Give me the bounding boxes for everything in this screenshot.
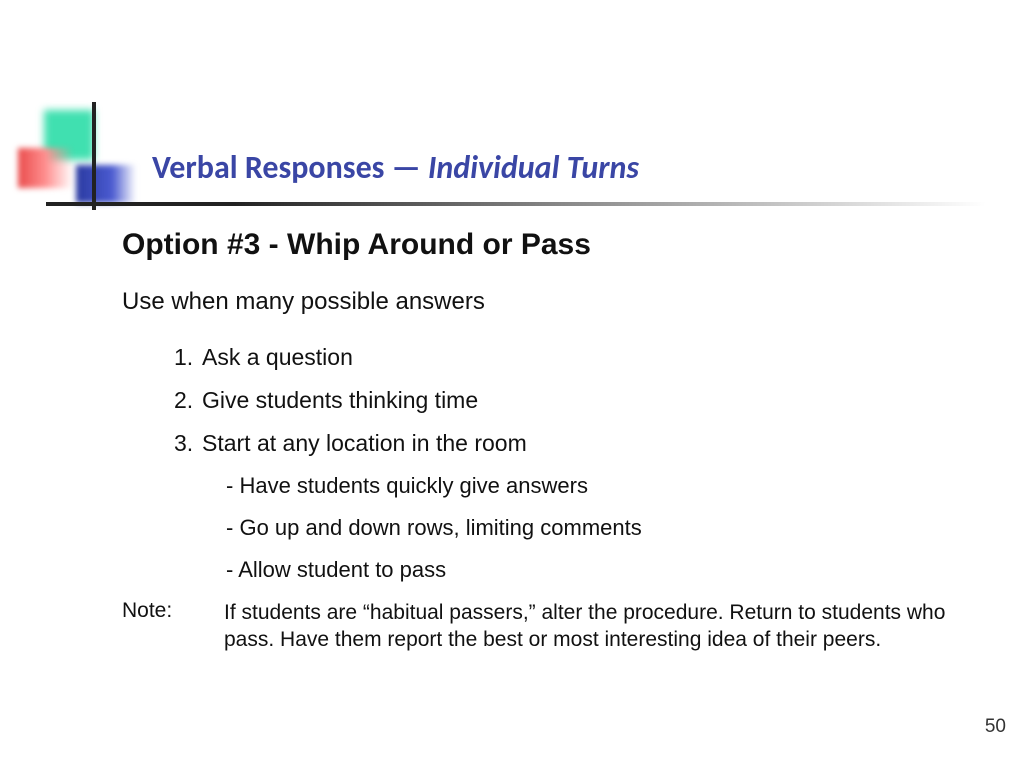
dash-item: - Allow student to pass (226, 557, 952, 583)
list-text: Ask a question (202, 344, 353, 370)
note: Note: If students are “habitual passers,… (122, 599, 952, 654)
title-emphasis: Individual Turns (428, 148, 639, 187)
list-item: 3.Start at any location in the room (174, 430, 952, 457)
accent-square-green (44, 110, 94, 160)
dash-text: Have students quickly give answers (239, 473, 588, 498)
dash-text: Go up and down rows, limiting comments (239, 515, 641, 540)
list-text: Give students thinking time (202, 387, 478, 413)
slide-content: Option #3 - Whip Around or Pass Use when… (122, 228, 952, 654)
horizontal-rule (46, 202, 986, 206)
list-number: 2. (174, 387, 202, 414)
lead-text: Use when many possible answers (122, 288, 952, 316)
list-text: Start at any location in the room (202, 430, 527, 456)
list-number: 3. (174, 430, 202, 457)
slide-title: Verbal Responses — Individual Turns (152, 148, 639, 187)
accent-square-red (18, 148, 73, 188)
vertical-rule (92, 102, 96, 210)
note-body: If students are “habitual passers,” alte… (224, 599, 952, 654)
note-label: Note: (122, 599, 224, 654)
dash-item: - Go up and down rows, limiting comments (226, 515, 952, 541)
list-item: 2.Give students thinking time (174, 387, 952, 414)
dash-item: - Have students quickly give answers (226, 473, 952, 499)
dash-text: Allow student to pass (238, 557, 446, 582)
subtitle: Option #3 - Whip Around or Pass (122, 228, 952, 262)
accent-square-blue (76, 165, 136, 203)
dash-list: - Have students quickly give answers - G… (226, 473, 952, 583)
list-item: 1.Ask a question (174, 344, 952, 371)
title-text: Verbal Responses — (152, 148, 428, 187)
list-number: 1. (174, 344, 202, 371)
page-number: 50 (985, 716, 1006, 738)
numbered-list: 1.Ask a question 2.Give students thinkin… (174, 344, 952, 457)
